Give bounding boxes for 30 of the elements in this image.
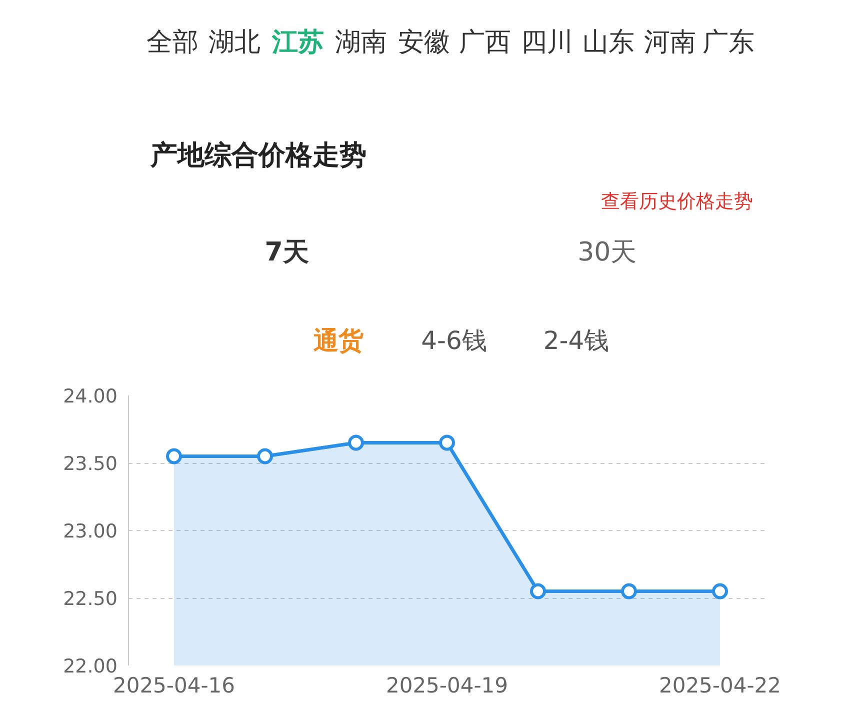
text: 广东 (702, 28, 755, 58)
y-tick-label: 23.00 (63, 520, 118, 542)
point (166, 448, 182, 464)
x-tick-label: 2025-04-19 (386, 674, 508, 698)
text: 30天 (578, 238, 637, 268)
text: 四川 (520, 28, 573, 58)
point (348, 434, 364, 451)
chart-title: 产地综合价格走势 (150, 140, 367, 171)
text: 查看历史价格走势 (601, 190, 754, 212)
text: 湖北 (208, 28, 261, 58)
text: 7天 (264, 238, 309, 268)
text: 2-4钱 (543, 326, 610, 355)
text: 4-6钱 (421, 326, 487, 355)
y-tick-label: 22.50 (63, 588, 118, 610)
text: 广西 (458, 28, 511, 58)
point (621, 583, 637, 600)
point (439, 434, 455, 451)
text: 全部 (146, 28, 199, 58)
text: 江苏 (270, 28, 324, 58)
y-tick-label: 23.50 (63, 453, 118, 475)
y-tick-label: 24.00 (63, 386, 118, 408)
x-tick-label: 2025-04-22 (658, 674, 782, 698)
point (530, 583, 546, 600)
text: 山东 (582, 28, 635, 58)
point (257, 448, 273, 464)
point (712, 583, 728, 600)
text: 河南 (644, 28, 696, 58)
text: 湖南 (335, 28, 388, 58)
text: 通货 (313, 326, 364, 355)
text: 安徽 (398, 28, 450, 58)
